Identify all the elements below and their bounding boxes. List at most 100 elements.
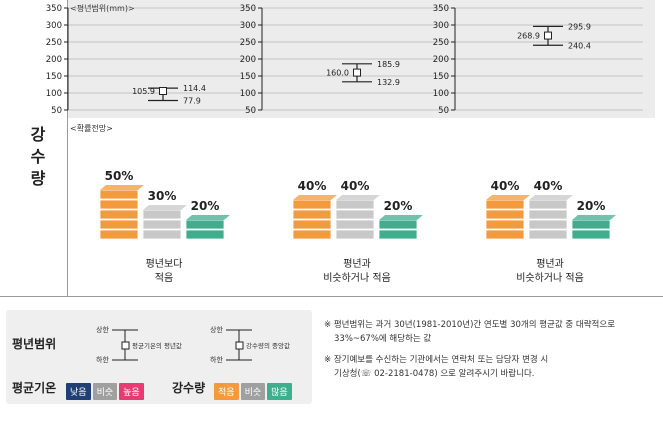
prob-block-top: [529, 195, 573, 200]
prob-category-label: 평년과: [343, 258, 371, 270]
prob-block: [99, 219, 139, 230]
prob-block: [99, 209, 139, 220]
upper-bound-label: 295.9: [568, 22, 591, 31]
note-2-line-1: ※ 장기예보를 수신하는 기관에서는 연락처 또는 담당자 변경 시: [324, 355, 549, 365]
legend-precip-median-label: 강수량의 중앙값: [246, 341, 290, 350]
y-tick-label: 350: [46, 4, 62, 14]
prob-block: [528, 229, 568, 240]
prob-value-label: 50%: [105, 169, 134, 183]
prob-category-label: 비슷하거나 적음: [516, 271, 584, 284]
temp-chip-low: 낮음: [66, 383, 91, 400]
temp-chip-similar: 비슷: [92, 383, 118, 400]
legend-precip-label: 강수량: [172, 381, 206, 395]
prob-block-top: [572, 215, 616, 220]
side-title-char: 수: [30, 147, 46, 166]
prob-block: [528, 219, 568, 230]
prob-block-top: [100, 185, 144, 190]
median-marker: [353, 68, 361, 77]
y-tick-label: 300: [46, 21, 62, 31]
prob-block: [571, 229, 611, 240]
legend-lower-label-2: 하한: [210, 355, 223, 364]
legend-mean-box: [121, 341, 130, 350]
prob-block: [292, 209, 332, 220]
prob-block: [378, 229, 418, 240]
y-tick-label: 250: [240, 38, 256, 48]
y-tick-label: 300: [240, 21, 256, 31]
y-tick-label: 150: [433, 72, 449, 82]
prob-block-top: [379, 215, 423, 220]
prob-block: [528, 199, 568, 210]
divider-vertical: [67, 0, 68, 296]
prob-value-label: 40%: [298, 179, 327, 193]
precip-chip-similar: 비슷: [240, 383, 266, 400]
y-tick-label: 250: [433, 38, 449, 48]
prob-value-label: 20%: [191, 199, 220, 213]
prob-block: [292, 219, 332, 230]
prob-block: [335, 219, 375, 230]
y-tick-label: 300: [433, 21, 449, 31]
legend-lower-label: 하한: [96, 355, 109, 364]
y-tick-label: 350: [433, 4, 449, 14]
side-title: 강 수 량: [24, 124, 52, 190]
y-tick-label: 100: [240, 89, 256, 99]
prob-block: [185, 219, 225, 230]
y-tick-label: 150: [240, 72, 256, 82]
y-tick-label: 100: [46, 89, 62, 99]
note-2-line-2: 기상청(☏ 02-2181-0478) 으로 알려주시기 바랍니다.: [334, 369, 535, 379]
prob-block: [528, 209, 568, 220]
prob-block: [485, 229, 525, 240]
legend-range-label: 평년범위: [12, 337, 57, 351]
prob-category-label: 적음: [155, 272, 173, 284]
median-marker: [544, 31, 552, 40]
legend-temp-mean-label: 평균기온의 평년값: [132, 341, 182, 350]
prob-block: [99, 229, 139, 240]
prob-block: [571, 219, 611, 230]
prob-block: [142, 209, 182, 220]
legend-median-box: [235, 341, 244, 350]
prob-block: [485, 199, 525, 210]
prob-block: [485, 219, 525, 230]
y-tick-label: 100: [433, 89, 449, 99]
legend-temp-chips: 낮음 비슷 높음: [66, 380, 146, 400]
legend-symbols: 상한 하한 평균기온의 평년값 상한 하한 강수량의 중앙값: [96, 325, 290, 364]
upper-bound-label: 114.4: [183, 84, 206, 93]
y-tick-label: 200: [433, 55, 449, 65]
precip-chip-high: 많음: [267, 383, 292, 400]
prob-value-label: 20%: [577, 199, 606, 213]
prob-block: [142, 229, 182, 240]
legend-precip-chips: 적음 비슷 많음: [214, 380, 294, 400]
y-tick-label: 200: [240, 55, 256, 65]
median-label: 105.9: [132, 87, 155, 96]
prob-category-label: 평년과: [536, 258, 564, 270]
precip-chip-low: 적음: [214, 383, 239, 400]
prob-block: [485, 209, 525, 220]
prob-block: [335, 199, 375, 210]
prob-block: [142, 219, 182, 230]
note-1: ※ 평년범위는 과거 30년(1981-2010년)간 연도별 30개의 평균값…: [324, 318, 615, 346]
side-title-char: 량: [30, 169, 46, 188]
median-marker: [159, 86, 167, 95]
y-tick-label: 200: [46, 55, 62, 65]
prob-block: [99, 199, 139, 210]
y-tick-label: 50: [438, 106, 449, 116]
legend-temp-label: 평균기온: [12, 381, 57, 395]
y-tick-label: 50: [51, 106, 62, 116]
prob-block-top: [293, 195, 337, 200]
y-tick-label: 50: [245, 106, 256, 116]
prob-value-label: 40%: [341, 179, 370, 193]
side-title-char: 강: [30, 125, 46, 144]
legend-upper-label-2: 상한: [210, 325, 223, 334]
note-1-line-2: 33%~67%에 해당하는 값: [334, 334, 432, 344]
prob-value-label: 40%: [534, 179, 563, 193]
lower-bound-label: 77.9: [183, 97, 201, 106]
divider-bottom: [0, 296, 663, 297]
prob-block: [335, 209, 375, 220]
lower-bound-label: 132.9: [377, 78, 400, 87]
y-tick-label: 150: [46, 72, 62, 82]
prob-title: <확률전망>: [70, 123, 113, 133]
prob-block: [378, 219, 418, 230]
note-1-line-1: ※ 평년범위는 과거 30년(1981-2010년)간 연도별 30개의 평균값…: [324, 320, 616, 330]
prob-block: [335, 229, 375, 240]
prob-block-top: [186, 215, 230, 220]
temp-chip-high: 높음: [119, 383, 144, 400]
